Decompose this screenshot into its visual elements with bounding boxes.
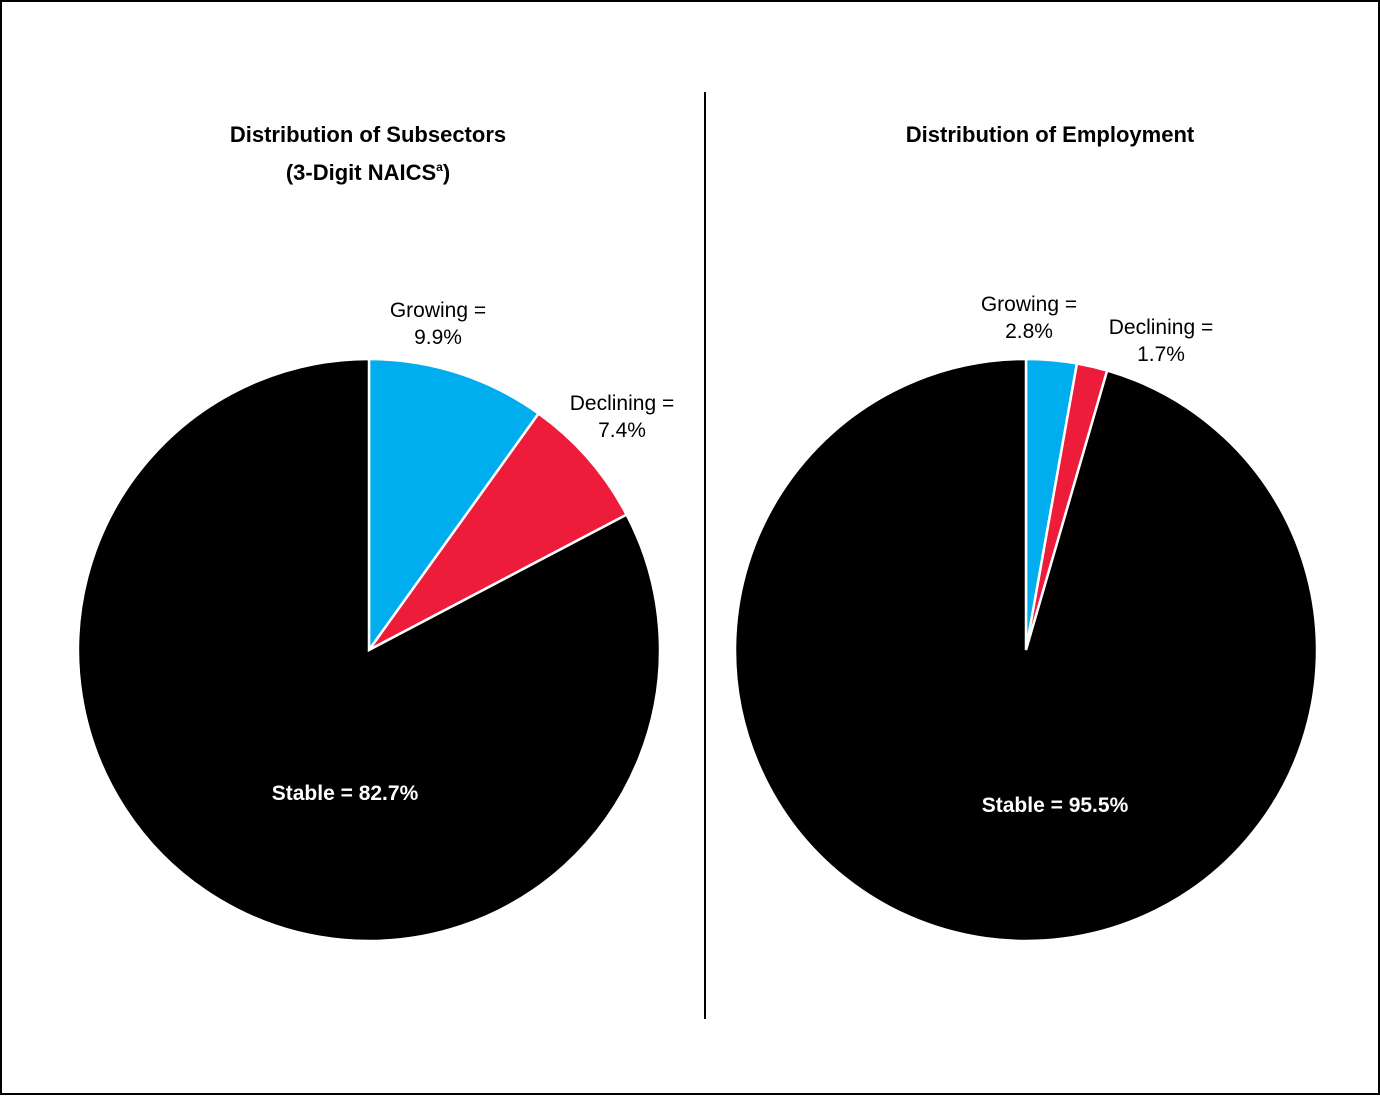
left-chart-subtitle: (3-Digit NAICSa) (68, 151, 668, 189)
right-label-declining-line1: Declining = (1108, 316, 1214, 339)
left-pie-slice-declining (367, 411, 629, 652)
footnote-marker: a (436, 160, 443, 174)
right-label-growing: Growing = 2.8% (959, 291, 1099, 345)
left-label-stable: Stable = 82.7% (245, 780, 445, 807)
left-pie-slice-growing (367, 357, 541, 654)
right-label-stable: Stable = 95.5% (955, 792, 1155, 819)
right-chart-title: Distribution of Employment (750, 119, 1350, 151)
right-label-stable-line1: Stable = 95.5% (981, 794, 1129, 817)
left-chart-title-text: Distribution of Subsectors (229, 122, 507, 147)
left-label-growing: Growing = 9.9% (348, 297, 528, 351)
left-label-declining-line1: Declining = (569, 392, 675, 415)
right-label-growing-line2: 2.8% (1005, 320, 1053, 343)
right-label-growing-line1: Growing = (980, 293, 1078, 316)
left-label-growing-line1: Growing = (389, 299, 487, 322)
left-label-declining-line2: 7.4% (598, 419, 646, 442)
left-pie-slice-stable (76, 357, 662, 943)
left-chart-title: Distribution of Subsectors (3-Digit NAIC… (68, 119, 668, 189)
left-label-growing-line2: 9.9% (414, 326, 462, 349)
left-label-stable-line1: Stable = 82.7% (271, 782, 419, 805)
right-label-declining-line2: 1.7% (1137, 343, 1185, 366)
right-pie-slice-stable (733, 357, 1319, 943)
left-chart-subtitle-end: ) (442, 160, 451, 185)
right-chart-title-text: Distribution of Employment (905, 122, 1195, 147)
left-label-declining: Declining = 7.4% (532, 390, 712, 444)
right-label-declining: Declining = 1.7% (1086, 314, 1236, 368)
left-chart-subtitle-text: (3-Digit NAICS (285, 160, 437, 185)
panel-divider (704, 92, 706, 1019)
